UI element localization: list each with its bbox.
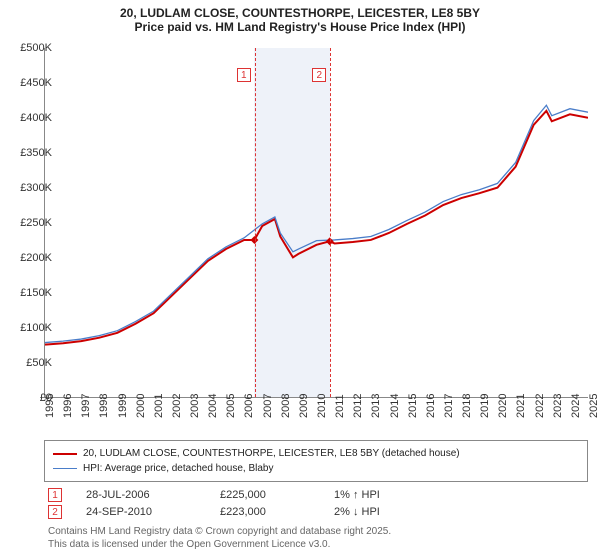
- sale-marker-vline: [255, 48, 256, 397]
- y-axis-tick-label: £150K: [8, 287, 52, 299]
- footer-note: Contains HM Land Registry data © Crown c…: [48, 525, 588, 551]
- sale-price: £225,000: [220, 489, 310, 501]
- x-axis-tick-label: 2015: [407, 394, 419, 418]
- legend-swatch: [53, 468, 77, 469]
- chart-title-block: 20, LUDLAM CLOSE, COUNTESTHORPE, LEICEST…: [0, 0, 600, 34]
- sale-price: £223,000: [220, 506, 310, 518]
- x-axis-tick-label: 2016: [425, 394, 437, 418]
- x-axis-tick-label: 2011: [334, 394, 346, 418]
- y-axis-tick-label: £400K: [8, 112, 52, 124]
- sale-row: 1 28-JUL-2006 £225,000 1% ↑ HPI: [48, 488, 588, 502]
- series-price_paid: [45, 111, 588, 345]
- y-axis-tick-label: £450K: [8, 77, 52, 89]
- sale-row-marker: 2: [48, 505, 62, 519]
- sale-marker-box: 2: [312, 68, 326, 82]
- footer-line-1: Contains HM Land Registry data © Crown c…: [48, 525, 588, 538]
- y-axis-tick-label: £500K: [8, 42, 52, 54]
- x-axis-tick-label: 2017: [443, 394, 455, 418]
- x-axis-tick-label: 2001: [153, 394, 165, 418]
- x-axis-tick-label: 1997: [80, 394, 92, 418]
- x-axis-tick-label: 2019: [479, 394, 491, 418]
- x-axis-tick-label: 2023: [552, 394, 564, 418]
- legend-box: 20, LUDLAM CLOSE, COUNTESTHORPE, LEICEST…: [44, 440, 588, 482]
- legend-row: HPI: Average price, detached house, Blab…: [53, 461, 579, 476]
- footer-line-2: This data is licensed under the Open Gov…: [48, 538, 588, 551]
- legend-label: 20, LUDLAM CLOSE, COUNTESTHORPE, LEICEST…: [83, 446, 460, 461]
- x-axis-tick-label: 2010: [316, 394, 328, 418]
- x-axis-tick-label: 2002: [171, 394, 183, 418]
- x-axis-tick-label: 2006: [243, 394, 255, 418]
- x-axis-tick-label: 2000: [135, 394, 147, 418]
- legend-row: 20, LUDLAM CLOSE, COUNTESTHORPE, LEICEST…: [53, 446, 579, 461]
- y-axis-tick-label: £350K: [8, 147, 52, 159]
- x-axis-tick-label: 1998: [98, 394, 110, 418]
- x-axis-tick-label: 2014: [389, 394, 401, 418]
- x-axis-tick-label: 2008: [280, 394, 292, 418]
- x-axis-tick-label: 1995: [44, 394, 56, 418]
- x-axis-tick-label: 1996: [62, 394, 74, 418]
- sale-date: 24-SEP-2010: [86, 506, 196, 518]
- series-hpi: [45, 105, 588, 342]
- x-axis-tick-label: 2024: [570, 394, 582, 418]
- x-axis-tick-label: 2009: [298, 394, 310, 418]
- sale-row-marker: 1: [48, 488, 62, 502]
- legend-and-footer: 20, LUDLAM CLOSE, COUNTESTHORPE, LEICEST…: [44, 440, 588, 551]
- sale-date: 28-JUL-2006: [86, 489, 196, 501]
- x-axis-tick-label: 2025: [588, 394, 600, 418]
- x-axis-tick-label: 2022: [534, 394, 546, 418]
- x-axis-tick-label: 2018: [461, 394, 473, 418]
- sale-delta: 1% ↑ HPI: [334, 489, 380, 501]
- title-line-1: 20, LUDLAM CLOSE, COUNTESTHORPE, LEICEST…: [0, 6, 600, 20]
- x-axis-tick-label: 2013: [370, 394, 382, 418]
- sale-marker-box: 1: [237, 68, 251, 82]
- sale-marker-vline: [330, 48, 331, 397]
- x-axis-tick-label: 2004: [207, 394, 219, 418]
- y-axis-tick-label: £50K: [8, 357, 52, 369]
- sale-row: 2 24-SEP-2010 £223,000 2% ↓ HPI: [48, 505, 588, 519]
- x-axis-tick-label: 2021: [515, 394, 527, 418]
- y-axis-tick-label: £100K: [8, 322, 52, 334]
- sale-delta: 2% ↓ HPI: [334, 506, 380, 518]
- x-axis-tick-label: 2005: [225, 394, 237, 418]
- y-axis-tick-label: £200K: [8, 252, 52, 264]
- x-axis-tick-label: 2012: [352, 394, 364, 418]
- x-axis-tick-label: 1999: [117, 394, 129, 418]
- x-axis-tick-label: 2020: [497, 394, 509, 418]
- legend-label: HPI: Average price, detached house, Blab…: [83, 461, 274, 476]
- x-axis-tick-label: 2007: [262, 394, 274, 418]
- chart-svg: [45, 48, 588, 397]
- title-line-2: Price paid vs. HM Land Registry's House …: [0, 20, 600, 34]
- legend-swatch: [53, 453, 77, 455]
- y-axis-tick-label: £300K: [8, 182, 52, 194]
- y-axis-tick-label: £250K: [8, 217, 52, 229]
- chart-plot-area: 12: [44, 48, 588, 398]
- sales-list: 1 28-JUL-2006 £225,000 1% ↑ HPI 2 24-SEP-2010…: [44, 488, 588, 519]
- x-axis-tick-label: 2003: [189, 394, 201, 418]
